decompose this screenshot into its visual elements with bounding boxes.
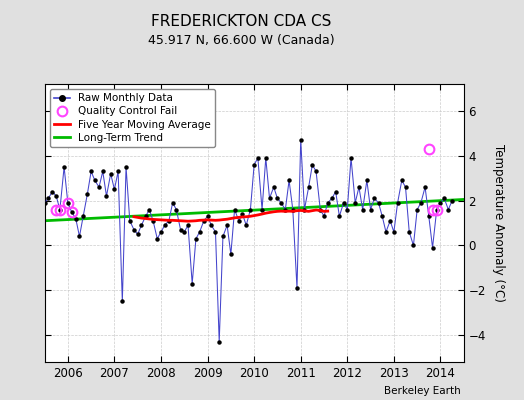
Text: FREDERICKTON CDA CS: FREDERICKTON CDA CS [151,14,331,29]
Text: Berkeley Earth: Berkeley Earth [385,386,461,396]
Y-axis label: Temperature Anomaly (°C): Temperature Anomaly (°C) [493,144,506,302]
Text: 45.917 N, 66.600 W (Canada): 45.917 N, 66.600 W (Canada) [148,34,334,47]
Legend: Raw Monthly Data, Quality Control Fail, Five Year Moving Average, Long-Term Tren: Raw Monthly Data, Quality Control Fail, … [50,89,215,147]
